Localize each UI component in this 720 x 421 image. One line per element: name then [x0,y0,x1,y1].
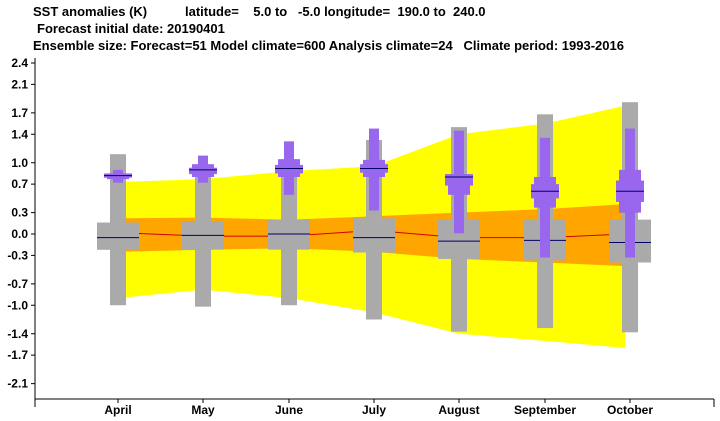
y-tick-label: 2.4 [11,56,28,70]
x-tick-label-august: August [438,403,479,417]
y-tick-label: 0.0 [11,227,28,241]
forecast-box-june-q25-q75 [275,164,303,174]
y-tick-label: 0.7 [11,177,28,191]
x-tick-label-october: October [607,403,653,417]
ensemble-text: Ensemble size: Forecast=51 Model climate… [33,38,624,53]
forecast-box-may-q25-q75 [189,167,217,175]
chart-title: SST anomalies (K) [33,4,148,19]
y-tick-label: 1.7 [11,106,28,120]
y-tick-label: -1.7 [7,348,28,362]
y-tick-label: 1.4 [11,127,28,141]
region-text: latitude= 5.0 to -5.0 longitude= 190.0 t… [185,4,486,19]
y-tick-label: -1.0 [7,298,28,312]
forecast-box-august-q25-q75 [445,174,473,186]
model-climate-box-april-q25-q75 [97,222,139,250]
initial-date-text: Forecast initial date: 20190401 [37,21,225,36]
x-tick-label-july: July [362,403,386,417]
y-tick-label: 0.3 [11,206,28,220]
y-tick-label: 1.0 [11,156,28,170]
x-tick-label-may: May [191,403,215,417]
y-tick-label: -2.1 [7,377,28,391]
y-tick-label: -0.3 [7,248,28,262]
chart-header: SST anomalies (K) latitude= 5.0 to -5.0 … [0,0,720,56]
y-tick-label: 2.1 [11,77,28,91]
model-climate-box-may-q25-q75 [182,221,224,249]
y-tick-label: -1.4 [7,327,28,341]
y-tick-label: -0.7 [7,277,28,291]
x-tick-label-april: April [104,403,131,417]
x-tick-label-september: September [514,403,576,417]
model-climate-box-july-q25-q75 [353,218,395,249]
x-tick-label-june: June [275,403,303,417]
